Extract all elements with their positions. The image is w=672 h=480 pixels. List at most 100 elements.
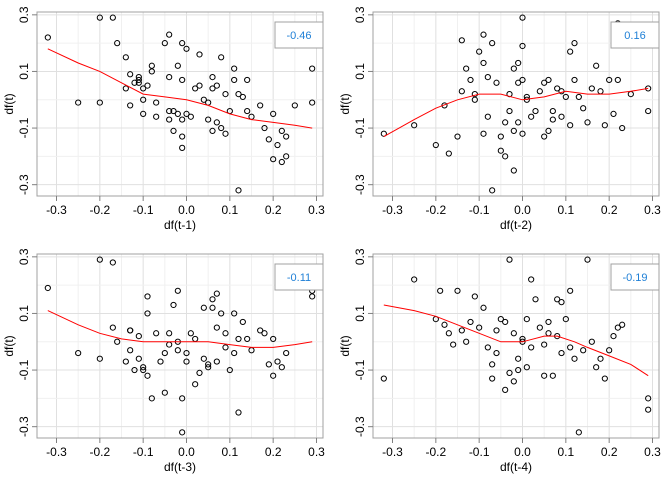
scatter-point: [213, 324, 220, 331]
scatter-point: [144, 293, 151, 300]
scatter-point: [179, 116, 186, 123]
scatter-point: [545, 127, 552, 134]
scatter-point: [153, 99, 160, 106]
y-tick-label: -0.1: [353, 359, 367, 380]
scatter-point: [528, 344, 535, 351]
scatter-point: [200, 355, 207, 362]
scatter-point: [218, 124, 225, 132]
scatter-point: [205, 116, 212, 123]
x-tick-label: -0.2: [89, 445, 110, 459]
scatter-point: [209, 74, 216, 81]
scatter-point: [183, 349, 190, 357]
scatter-point: [532, 296, 539, 303]
scatter-point: [411, 276, 418, 283]
correlation-label: -0.46: [286, 30, 311, 42]
chart-panel-3: -0.3 -0.2 -0.1 0.0 0.1 0.2 0.3 -0.3 -0.1 0.1 0.3 df…: [2, 248, 325, 474]
correlation-label: -0.19: [622, 272, 647, 284]
scatter-point: [309, 99, 316, 106]
x-tick-label: 0.1: [221, 445, 238, 459]
scatter-point: [135, 76, 142, 84]
scatter-point: [96, 14, 103, 21]
scatter-point: [558, 299, 565, 306]
scatter-point: [166, 107, 173, 115]
scatter-point: [174, 110, 181, 118]
correlation-box: [274, 21, 324, 49]
x-axis-title: df(t-3): [164, 460, 196, 474]
scatter-point: [493, 79, 500, 86]
scatter-point: [122, 358, 129, 365]
scatter-point: [131, 366, 138, 374]
scatter-point: [166, 31, 173, 38]
scatter-point: [127, 71, 134, 78]
scatter-point: [153, 113, 160, 120]
scatter-point: [127, 327, 134, 334]
scatter-point: [109, 14, 116, 21]
scatter-point: [610, 110, 617, 118]
scatter-point: [558, 113, 565, 120]
y-tick-label: 0.3: [17, 248, 31, 265]
scatter-point: [619, 124, 626, 132]
scatter-point: [270, 335, 277, 343]
scatter-point: [148, 62, 155, 69]
scatter-point: [222, 344, 229, 351]
scatter-point: [523, 316, 530, 323]
scatter-point: [135, 355, 142, 362]
scatter-point: [257, 102, 264, 109]
scatter-point: [192, 381, 199, 388]
y-axis-title: df(t): [2, 335, 16, 356]
scatter-point: [96, 355, 103, 362]
scatter-point: [114, 40, 121, 47]
scatter-point: [645, 107, 652, 115]
scatter-point: [528, 113, 535, 120]
scatter-point: [283, 133, 290, 140]
plot-frame: [372, 11, 660, 197]
y-tick-label: -0.1: [353, 117, 367, 138]
scatter-point: [575, 429, 582, 436]
scatter-point: [213, 358, 220, 365]
scatter-point: [567, 122, 574, 129]
y-tick-label: -0.3: [17, 416, 31, 437]
scatter-point: [536, 324, 543, 331]
y-axis-title: df(t): [2, 93, 16, 114]
scatter-point: [519, 42, 526, 50]
y-tick-label: 0.3: [353, 248, 367, 265]
scatter-point: [96, 256, 103, 263]
scatter-point: [502, 318, 509, 326]
scatter-point: [493, 327, 500, 334]
correlation-box: [610, 263, 660, 291]
scatter-point: [109, 324, 116, 331]
x-tick-label: -0.2: [89, 203, 110, 217]
scatter-point: [445, 150, 452, 157]
scatter-point: [519, 130, 526, 137]
scatter-point: [222, 330, 229, 337]
scatter-point: [109, 259, 116, 266]
scatter-point: [541, 133, 548, 140]
scatter-point: [450, 341, 457, 348]
y-tick-label: 0.3: [17, 6, 31, 23]
scatter-point: [144, 310, 151, 317]
x-axis-title: df(t-4): [500, 460, 532, 474]
scatter-point: [291, 102, 298, 109]
scatter-point: [213, 82, 220, 89]
scatter-point: [523, 364, 530, 371]
scatter-point: [161, 349, 168, 357]
scatter-point: [140, 110, 147, 118]
scatter-point: [493, 349, 500, 357]
scatter-point: [222, 90, 229, 98]
x-tick-label: 0.2: [601, 203, 618, 217]
scatter-point: [541, 372, 548, 379]
correlation-label: -0.11: [287, 272, 311, 284]
x-tick-label: 0.3: [644, 203, 661, 217]
scatter-point: [179, 144, 186, 151]
scatter-point: [510, 167, 517, 174]
scatter-point: [562, 316, 569, 323]
scatter-point: [515, 59, 522, 67]
scatter-point: [458, 88, 465, 95]
x-axis-title: df(t-2): [500, 218, 532, 232]
scatter-point: [96, 99, 103, 106]
scatter-point: [166, 74, 173, 81]
scatter-point: [476, 48, 483, 55]
x-tick-label: -0.1: [133, 445, 154, 459]
scatter-point: [231, 349, 238, 357]
scatter-point: [506, 107, 513, 115]
